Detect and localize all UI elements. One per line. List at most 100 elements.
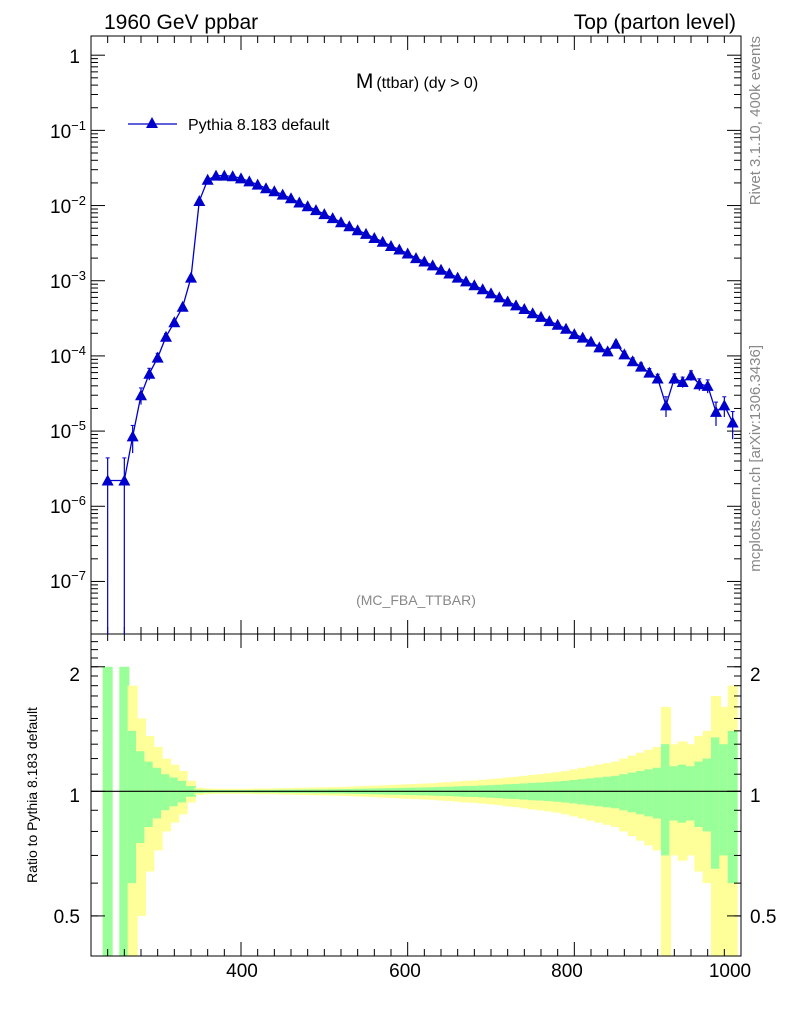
data-point [376,235,389,247]
data-point [418,255,431,267]
data-point [226,170,239,182]
legend-label: Pythia 8.183 default [188,117,330,134]
data-point [176,300,189,312]
xtick-label-1000: 1000 [709,961,751,982]
data-point [526,307,539,319]
data-point [126,430,139,442]
ratio-band-inner [144,761,155,827]
ratio-band-inner [661,744,671,856]
ratio-axes [91,641,741,957]
data-point [593,341,606,353]
data-point [368,232,381,244]
data-point [610,337,622,349]
data-point [318,208,331,220]
legend: Pythia 8.183 default [128,117,330,134]
data-point [443,267,456,279]
data-point [335,216,347,228]
data-point [701,379,714,391]
ratio-band-inner [652,767,663,819]
data-point [460,275,472,287]
data-point [351,224,364,236]
data-point [710,405,722,417]
data-point [468,279,481,291]
ratio-band-inner [644,769,655,817]
plot-title: M (ttbar) (dy > 0) [356,70,478,93]
data-point [668,372,681,384]
data-point [243,175,256,187]
ratio-band-inner [611,775,621,809]
data-point [476,283,489,295]
data-point [676,375,689,387]
ratio-band-inner [102,666,113,956]
ratio-band-inner [602,776,613,808]
data-point [260,182,272,194]
data-point [693,378,706,390]
data-point [626,355,639,367]
ratio-band-inner [127,730,138,884]
data-point [326,212,339,224]
data-point [235,172,247,184]
ytick-label-1e-4: 10−4 [50,343,86,368]
ratio-band-inner [119,666,130,956]
data-point [543,315,556,327]
data-point [135,389,147,401]
main-y-axis [91,54,741,635]
data-point [168,316,181,328]
analysis-annotation: (MC_FBA_TTBAR) [356,592,476,608]
data-point [393,243,406,255]
data-point [685,369,697,381]
ratio-band-inner [161,774,171,811]
data-point [268,185,281,197]
ratio-band-inner [694,761,705,827]
header-right: Top (parton level) [574,11,736,34]
ytick-label-1e-1: 10−1 [50,118,86,143]
data-point [718,399,731,411]
data-point [518,303,531,315]
data-point [285,192,297,204]
ytick-label-1e-2: 10−2 [50,193,86,218]
ratio-band-inner [727,730,738,884]
data-point [493,291,506,303]
data-point [118,474,131,486]
data-point [576,331,589,343]
ratio-band-inner [711,737,721,869]
main-y-tick-labels: 1 10−1 10−2 10−3 10−4 10−5 10−6 10−7 [50,47,86,593]
ytick-label-1: 1 [69,47,80,68]
data-point [185,271,197,283]
data-point [726,416,739,428]
ytick-label-1e-6: 10−6 [50,493,86,518]
series-pythia [101,169,739,634]
data-point [210,169,222,181]
ratio-panel-frame [90,633,742,957]
data-point [426,259,439,271]
data-point [651,372,664,384]
legend-marker [146,117,158,128]
rivet-label: Rivet 3.1.10, 400k events [747,36,764,205]
data-point [601,345,614,357]
ytick-label-1e-3: 10−3 [50,268,86,293]
ratio-band-inner [152,767,163,819]
data-point [201,173,214,185]
data-point [635,360,647,372]
ytick-label-1e-7: 10−7 [50,568,86,593]
data-point [618,348,631,360]
header-left: 1960 GeV ppbar [104,11,258,34]
data-point [568,328,581,340]
ratio-band-inner [636,770,646,815]
ratio-band-inner [619,774,630,811]
data-point [485,287,497,299]
data-point [535,310,547,322]
ratio-band-inner [677,764,688,823]
data-point [410,252,422,264]
ratio-bands [102,666,738,956]
ratio-band-inner [686,766,696,821]
data-point [101,474,114,486]
xtick-label-800: 800 [551,961,583,982]
ytick-label-1e-5: 10−5 [50,418,86,443]
data-point [251,178,264,190]
ratio-band-inner [627,772,638,813]
data-point [193,194,206,206]
ratio-ytick-label-0.5-right: 0.5 [750,907,776,928]
ratio-band-inner [669,766,680,821]
